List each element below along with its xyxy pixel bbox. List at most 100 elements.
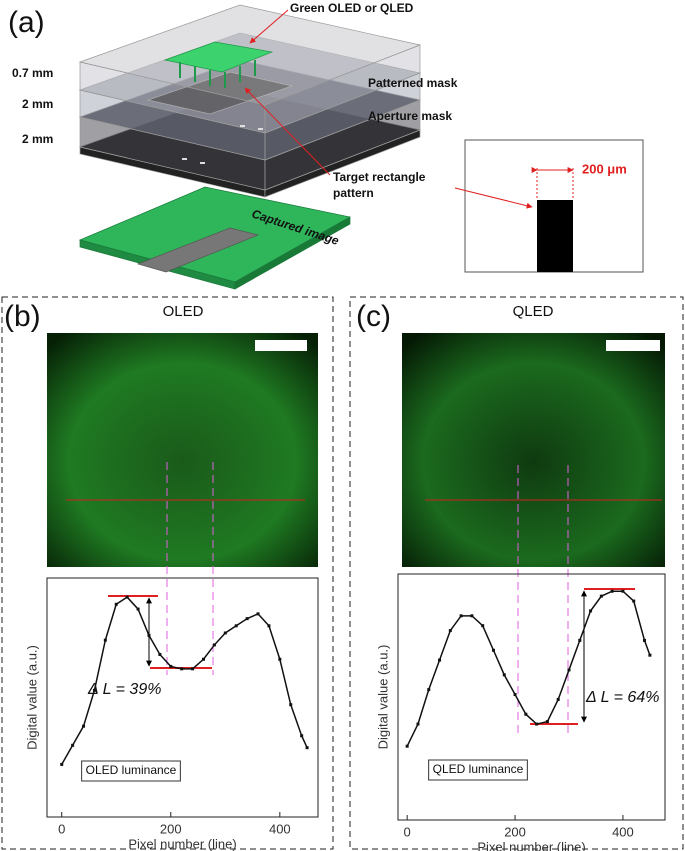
layer-label: Target rectangle (333, 170, 426, 184)
panel-label: (b) (4, 300, 41, 333)
point (82, 724, 86, 728)
point (427, 688, 431, 692)
layer-label: pattern (333, 186, 374, 200)
point (267, 624, 271, 628)
point (289, 703, 293, 707)
point (567, 668, 571, 672)
x-tick-label: 200 (504, 824, 526, 839)
point (158, 652, 162, 656)
point (438, 658, 442, 662)
photo (402, 333, 665, 567)
thickness: 2 mm (22, 132, 53, 146)
point (610, 589, 614, 593)
annotation: Δ L = 64% (585, 689, 659, 706)
point (648, 653, 652, 657)
layer-label: Aperture mask (368, 109, 452, 123)
point (278, 657, 282, 661)
y-axis-label: Digital value (a.u.) (375, 645, 390, 750)
panel-title: QLED (513, 303, 554, 320)
inset (454, 139, 644, 273)
x-tick-label: 400 (612, 824, 634, 839)
thickness: 2 mm (22, 97, 53, 111)
point (136, 607, 140, 611)
point (191, 667, 195, 671)
point (92, 688, 96, 692)
x-axis-label: Pixel number (line) (128, 836, 236, 851)
point (502, 673, 506, 677)
x-axis-label: Pixel number (line) (477, 839, 585, 851)
x-tick-label: 400 (269, 821, 291, 836)
point (491, 648, 495, 652)
chart: 0 200 400 Pixel number (line) Digital value … (24, 577, 319, 851)
point (147, 633, 151, 637)
point (103, 638, 107, 642)
slit (258, 128, 263, 130)
point (481, 624, 485, 628)
legend-label: QLED luminance (433, 762, 524, 776)
point (245, 617, 249, 621)
point (300, 734, 304, 738)
slit (200, 162, 205, 164)
point (643, 638, 647, 642)
legend-label: OLED luminance (86, 763, 177, 777)
point (169, 664, 173, 668)
point (114, 602, 118, 606)
point (256, 612, 260, 616)
photo (47, 333, 318, 567)
guides (166, 462, 569, 738)
width-label: 200 μm (582, 161, 627, 176)
panel-label: (c) (356, 300, 391, 333)
point (535, 722, 539, 726)
plot-frame (397, 573, 666, 821)
point (589, 609, 593, 613)
slit (182, 158, 187, 160)
point (632, 599, 636, 603)
point (599, 594, 603, 598)
point (125, 595, 129, 599)
x-tick-label: 0 (404, 824, 411, 839)
x-tick-label: 200 (160, 821, 182, 836)
line-series (61, 596, 308, 765)
pointers (244, 9, 331, 176)
point (416, 722, 420, 726)
point (556, 697, 560, 701)
chart: 0 200 400 Pixel number (line) Digital value … (375, 573, 666, 851)
layer-face (136, 227, 260, 273)
panel-frame (349, 296, 684, 850)
plot-frame (46, 577, 319, 818)
layer-face (163, 41, 274, 73)
point (470, 614, 474, 618)
point (545, 720, 549, 724)
panel-frame (1, 296, 334, 850)
annotation: Δ L = 39% (87, 681, 161, 698)
point (513, 693, 517, 697)
panel-label: (a) (8, 6, 45, 39)
legend-box (81, 760, 181, 782)
point (223, 631, 227, 635)
layer-label: Green OLED or QLED (290, 1, 414, 15)
line-series (406, 590, 651, 747)
layer-face (234, 216, 351, 290)
point (71, 743, 75, 747)
panel-title: OLED (163, 303, 204, 320)
point (60, 762, 64, 766)
point (405, 744, 409, 748)
slit (240, 125, 245, 127)
point (180, 667, 184, 671)
device-stack (78, 4, 422, 290)
point (459, 614, 463, 618)
point (621, 589, 625, 593)
y-axis-label: Digital value (a.u.) (24, 645, 39, 750)
point (201, 657, 205, 661)
thickness: 0.7 mm (12, 66, 53, 80)
legend-box (428, 759, 528, 781)
point (234, 624, 238, 628)
point (578, 638, 582, 642)
layer-label: Patterned mask (368, 76, 458, 90)
x-tick-label: 0 (58, 821, 65, 836)
point (212, 643, 216, 647)
point (305, 746, 309, 750)
point (448, 629, 452, 633)
